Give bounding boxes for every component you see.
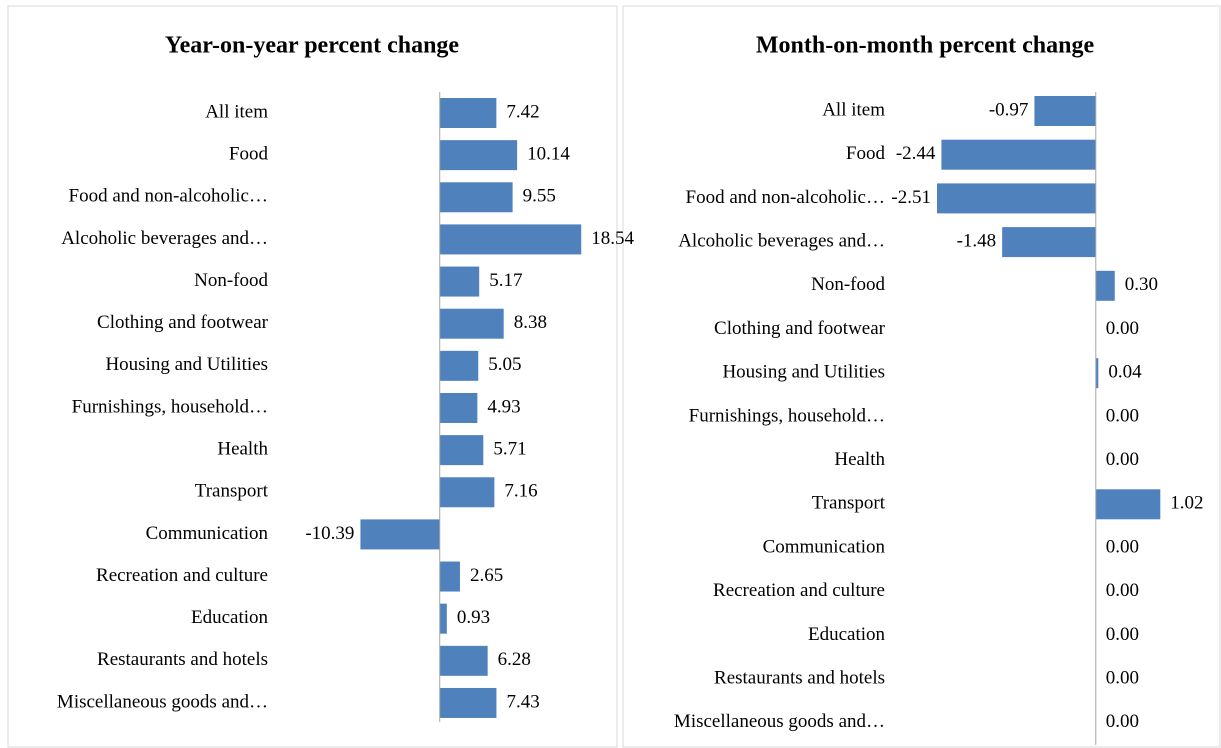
bar — [439, 392, 478, 423]
value-label: -2.44 — [896, 143, 936, 164]
bar — [439, 687, 497, 718]
category-label: Recreation and culture — [96, 565, 268, 586]
chart-title: Year-on-year percent change — [165, 33, 460, 59]
bar — [439, 350, 479, 381]
value-label: 5.17 — [489, 270, 522, 291]
value-label: 0.00 — [1106, 580, 1139, 601]
category-label: Transport — [195, 481, 269, 502]
category-label: Miscellaneous goods and… — [57, 691, 268, 712]
bar — [1034, 96, 1096, 126]
bar — [936, 183, 1096, 214]
value-label: 0.04 — [1108, 362, 1142, 383]
value-label: 0.00 — [1106, 711, 1139, 732]
value-label: -2.51 — [891, 187, 931, 208]
value-label: 1.02 — [1170, 493, 1203, 514]
bar — [439, 224, 582, 255]
value-label: 7.43 — [506, 691, 539, 712]
panel-frame — [622, 5, 1221, 748]
value-label: 18.54 — [591, 228, 634, 249]
value-label: 0.00 — [1106, 624, 1139, 645]
value-label: 2.65 — [470, 565, 503, 586]
value-label: 8.38 — [514, 312, 547, 333]
category-label: Restaurants and hotels — [714, 667, 885, 688]
category-label: Non-food — [194, 270, 268, 291]
value-label: 0.00 — [1106, 667, 1139, 688]
category-label: Food and non-alcoholic… — [69, 186, 268, 207]
bar — [439, 266, 480, 297]
category-label: Education — [191, 607, 269, 628]
bar — [439, 561, 460, 592]
category-label: Furnishings, household… — [72, 396, 268, 417]
value-label: 0.00 — [1106, 318, 1139, 339]
category-label: All item — [822, 99, 885, 120]
category-label: Restaurants and hotels — [97, 649, 268, 670]
panel-frame — [7, 5, 618, 748]
bar — [439, 98, 497, 128]
category-label: Food — [229, 143, 269, 164]
value-label: 6.28 — [498, 649, 531, 670]
bar — [439, 477, 495, 508]
category-label: Clothing and footwear — [714, 318, 886, 339]
bar — [439, 308, 504, 339]
category-label: Housing and Utilities — [722, 362, 885, 383]
value-label: 7.42 — [506, 101, 539, 122]
bar — [439, 182, 513, 213]
bar — [1002, 227, 1096, 258]
value-label: 0.00 — [1106, 405, 1139, 426]
value-label: -1.48 — [957, 230, 997, 251]
category-label: Clothing and footwear — [97, 312, 269, 333]
bar — [439, 140, 518, 171]
bar — [439, 645, 488, 676]
bar — [1095, 358, 1099, 389]
value-label: 9.55 — [523, 186, 556, 207]
chart-title: Month-on-month percent change — [756, 33, 1095, 59]
bar — [1095, 270, 1115, 301]
value-label: 4.93 — [487, 396, 520, 417]
value-label: 0.30 — [1125, 274, 1158, 295]
category-label: Transport — [812, 493, 886, 514]
category-label: Alcoholic beverages and… — [61, 228, 268, 249]
category-label: Communication — [763, 536, 886, 557]
category-label: Education — [808, 624, 886, 645]
value-label: 10.14 — [527, 143, 570, 164]
bar — [439, 435, 484, 466]
category-label: Furnishings, household… — [689, 405, 885, 426]
bar — [941, 139, 1096, 170]
category-label: Housing and Utilities — [105, 354, 268, 375]
category-label: Miscellaneous goods and… — [674, 711, 885, 732]
category-label: Food — [846, 143, 886, 164]
category-label: Food and non-alcoholic… — [686, 187, 885, 208]
category-label: Non-food — [811, 274, 885, 295]
value-label: 0.00 — [1106, 449, 1139, 470]
category-label: Recreation and culture — [713, 580, 885, 601]
value-label: 5.05 — [488, 354, 521, 375]
category-label: Health — [217, 438, 268, 459]
category-label: Health — [834, 449, 885, 470]
value-label: 7.16 — [504, 481, 537, 502]
category-label: Alcoholic beverages and… — [678, 230, 885, 251]
value-label: -0.97 — [989, 99, 1029, 120]
bar — [1095, 489, 1161, 520]
value-label: 0.93 — [457, 607, 490, 628]
value-label: 0.00 — [1106, 536, 1139, 557]
bar — [439, 603, 447, 634]
value-label: -10.39 — [305, 523, 354, 544]
category-label: All item — [205, 101, 268, 122]
category-label: Communication — [146, 523, 269, 544]
bar — [360, 519, 440, 550]
value-label: 5.71 — [493, 438, 526, 459]
